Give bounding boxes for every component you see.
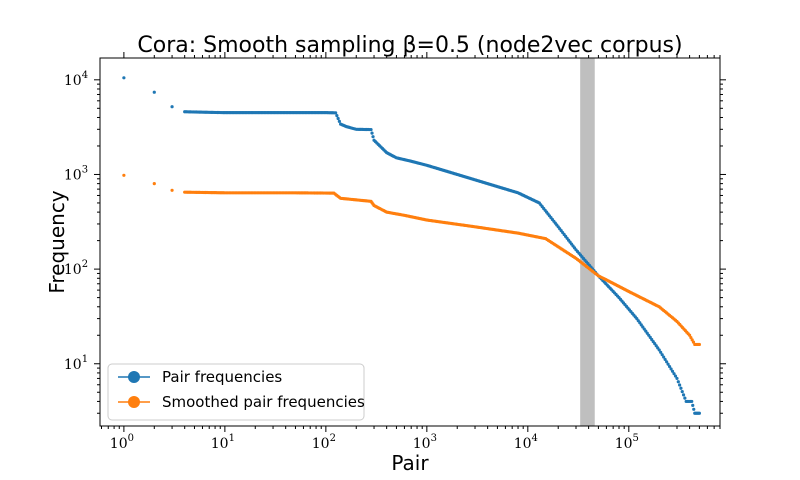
chart-title: Cora: Smooth sampling β=0.5 (node2vec co… [137,33,682,58]
data-point [337,119,341,123]
data-point [676,380,680,384]
x-tick-label: 101 [211,433,235,452]
data-point [122,173,126,177]
data-point [665,360,669,364]
x-tick-label: 100 [110,433,134,452]
data-point [697,342,701,347]
data-point [657,348,661,352]
data-point [152,90,156,94]
x-tick-label: 102 [312,433,336,452]
data-point [666,362,670,366]
legend-marker-pair-frequencies [128,371,140,383]
y-axis-label: Frequency [45,190,69,293]
data-point [336,116,340,121]
data-point [679,386,683,390]
series-layer [122,76,701,415]
legend-box [107,363,365,421]
data-point [170,105,174,109]
x-tick-label: 105 [615,433,639,452]
data-point [690,399,694,404]
data-point [152,182,156,186]
data-point [370,131,374,135]
data-point [371,135,375,139]
shaded-band-layer [580,58,595,426]
legend: Pair frequencies Smoothed pair frequenci… [107,363,365,421]
data-point [680,389,684,394]
data-point [662,355,666,359]
data-point [692,407,696,411]
data-point [659,350,663,354]
series-pair-frequencies [122,76,701,415]
y-tick-label: 103 [64,164,88,183]
y-tick-label: 104 [64,70,88,89]
data-point [170,188,174,192]
data-point [697,411,701,415]
data-point [667,364,672,369]
shaded-band [580,58,595,426]
data-point [683,396,687,400]
series-smoothed-pair-frequencies [122,173,701,347]
data-point [369,127,373,132]
y-tick-label: 101 [64,354,88,373]
data-point [681,393,686,397]
x-axis-label: Pair [391,451,429,475]
plot-frame [99,57,721,427]
x-tick-label: 103 [413,433,437,452]
data-point [335,114,339,118]
legend-marker-smoothed-pair-frequencies [128,396,140,408]
data-point [675,376,679,381]
data-point [670,369,675,373]
data-point [334,111,338,115]
data-point [669,367,673,371]
data-point [672,372,676,376]
legend-label-pair-frequencies: Pair frequencies [162,368,282,386]
legend-label-smoothed-pair-frequencies: Smoothed pair frequencies [162,393,365,411]
data-point [673,374,678,378]
data-point [678,383,682,387]
data-point [691,403,695,407]
data-point [122,76,126,80]
data-point [663,357,667,362]
data-point [660,353,664,357]
x-tick-label: 104 [514,433,538,452]
